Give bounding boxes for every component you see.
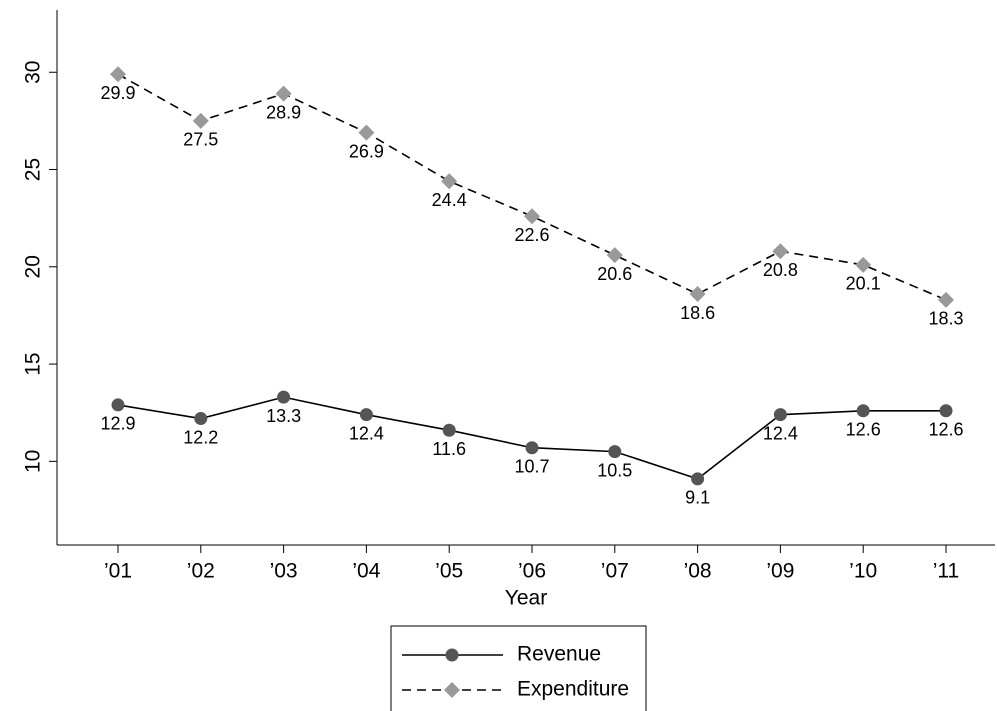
point [441,173,458,190]
point [194,412,208,426]
point [110,66,126,83]
x-tick-label: ’08 [684,560,712,583]
legend-marker [445,648,459,662]
point [938,291,954,308]
x-tick-label: ’04 [352,560,380,583]
point [855,256,872,273]
x-tick-label: ’10 [849,560,877,583]
point [359,408,373,422]
data-label: 12.4 [763,423,798,443]
point [358,124,375,141]
data-label: 20.1 [846,274,881,294]
series-line [117,73,947,301]
data-label: 18.6 [680,303,715,323]
data-label: 22.6 [514,225,549,245]
data-label: 24.4 [432,190,467,210]
data-label: 10.5 [597,460,632,480]
data-label: 18.3 [928,309,963,329]
data-label: 13.3 [266,406,301,426]
y-tick-label: 15 [22,352,45,375]
data-label: 29.9 [100,83,135,103]
point [277,390,291,404]
x-axis-label: Year [505,587,547,610]
x-tick-label: ’09 [766,560,794,583]
point [606,247,623,264]
y-tick-label: 20 [22,255,45,278]
legend-box [390,625,647,711]
legend-label: Revenue [517,643,601,666]
data-label: 20.6 [597,264,632,284]
point [275,85,292,102]
legend-marker [444,682,460,698]
x-tick-label: ’03 [270,560,298,583]
data-label: 11.6 [432,439,466,459]
x-tick-label: ’06 [518,560,546,583]
point [772,243,789,260]
data-label: 20.8 [763,260,798,280]
point [689,286,706,303]
data-label: 26.9 [349,141,384,161]
y-tick-label: 10 [22,450,45,473]
point [608,445,622,459]
x-tick-label: ’02 [187,560,215,583]
data-label: 9.1 [685,488,710,508]
point [773,408,787,422]
point [442,423,456,437]
data-label: 28.9 [266,102,301,122]
x-tick-label: ’05 [435,560,463,583]
point [525,441,539,455]
point [192,112,209,129]
data-label: 10.7 [514,456,549,476]
point [524,208,540,225]
y-tick-label: 30 [22,61,45,84]
x-tick-label: ’11 [933,560,959,583]
data-label: 12.6 [928,420,963,440]
data-label: 12.9 [100,414,135,434]
x-tick-label: ’01 [104,560,132,583]
data-label: 12.4 [349,423,384,443]
point [111,398,125,412]
x-tick-label: ’07 [601,560,629,583]
legend-label: Expenditure [517,678,629,701]
data-label: 12.6 [846,420,881,440]
point [856,404,870,418]
data-label: 27.5 [183,130,218,150]
data-label: 12.2 [183,427,218,447]
point [939,404,953,418]
point [691,472,705,486]
y-tick-label: 25 [22,158,45,181]
